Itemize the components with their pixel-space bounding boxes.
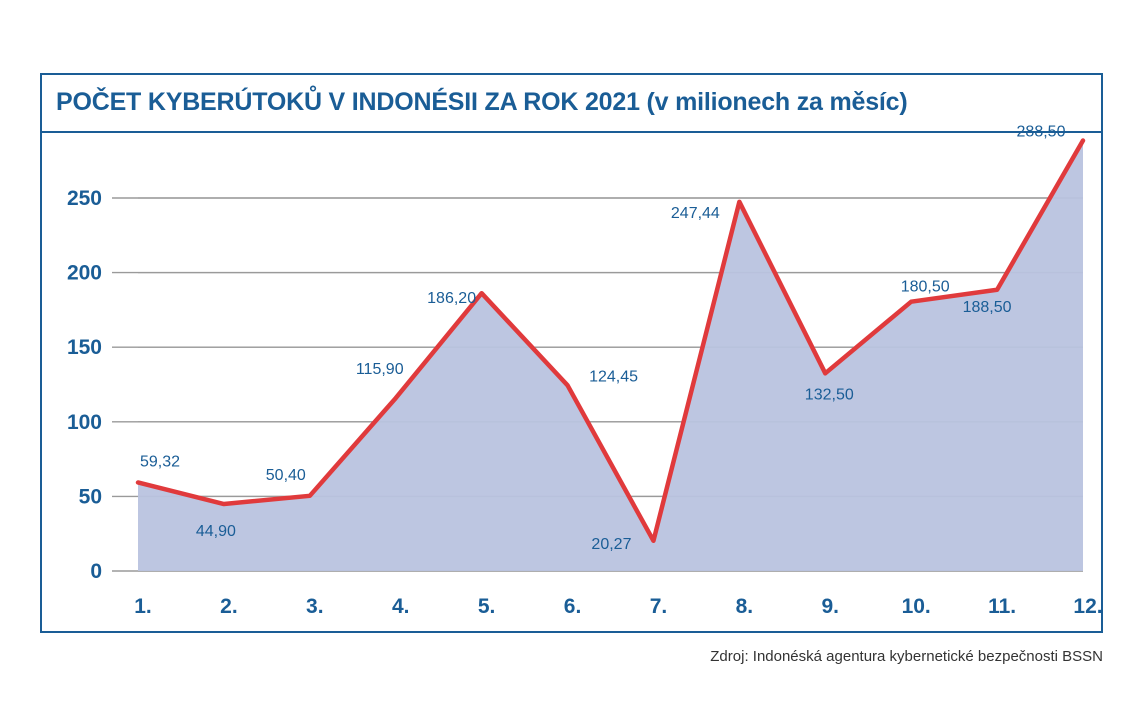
x-tick-label: 2. [220, 595, 238, 618]
y-axis-ticks: 0 50 100 150 200 250 [67, 187, 102, 583]
data-label: 180,50 [901, 279, 950, 296]
y-tick-label: 100 [67, 411, 102, 434]
data-point [566, 383, 570, 387]
data-label: 50,40 [266, 467, 306, 484]
x-tick-label: 4. [392, 595, 410, 618]
data-point [995, 288, 999, 292]
x-tick-label: 5. [478, 595, 496, 618]
y-tick-label: 200 [67, 262, 102, 285]
x-tick-label: 9. [822, 595, 840, 618]
y-tick-label: 50 [79, 485, 102, 508]
x-tick-label: 11. [988, 595, 1016, 618]
title-bar: POČET KYBERÚTOKŮ V INDONÉSII ZA ROK 2021… [42, 75, 1101, 133]
y-tick-label: 0 [90, 560, 102, 583]
area-fill-shape [138, 140, 1083, 572]
data-labels: 59,32 44,90 50,40 115,90 186,20 124,45 20,27 24… [140, 124, 1066, 553]
series-line [135, 138, 1086, 544]
data-point [823, 371, 827, 375]
data-label: 59,32 [140, 453, 180, 470]
chart-title: POČET KYBERÚTOKŮ V INDONÉSII ZA ROK 2021… [56, 88, 908, 116]
data-label: 20,27 [591, 536, 631, 553]
data-point [1081, 139, 1085, 143]
data-point [737, 200, 741, 204]
data-label: 186,20 [427, 290, 476, 307]
x-axis-ticks: 1. 2. 3. 4. 5. 6. 7. 8. 9. 10. 11. 12. [134, 595, 1102, 618]
y-tick-label: 250 [67, 187, 102, 210]
x-tick-label: 3. [306, 595, 324, 618]
area-fill [138, 140, 1083, 572]
x-tick-label: 10. [902, 595, 931, 618]
x-tick-label: 7. [650, 595, 668, 618]
data-label: 44,90 [196, 523, 236, 540]
data-point [909, 300, 913, 304]
data-label: 115,90 [356, 361, 404, 378]
data-label: 288,50 [1017, 124, 1066, 141]
data-label: 188,50 [963, 299, 1012, 316]
data-point [480, 291, 484, 295]
data-point [394, 396, 398, 400]
data-label: 247,44 [671, 205, 720, 222]
data-label: 124,45 [589, 368, 638, 385]
source-note: Zdroj: Indonéská agentura kybernetické b… [710, 648, 1103, 665]
x-tick-label: 1. [134, 595, 152, 618]
data-point [222, 502, 226, 506]
y-tick-label: 150 [67, 336, 102, 359]
x-tick-label: 6. [564, 595, 582, 618]
data-label: 132,50 [805, 386, 854, 403]
data-point [136, 480, 140, 484]
data-point [651, 539, 655, 543]
data-point [308, 494, 312, 498]
x-tick-label: 8. [736, 595, 754, 618]
x-tick-label: 12. [1073, 595, 1102, 618]
series-line-path [135, 138, 1086, 544]
